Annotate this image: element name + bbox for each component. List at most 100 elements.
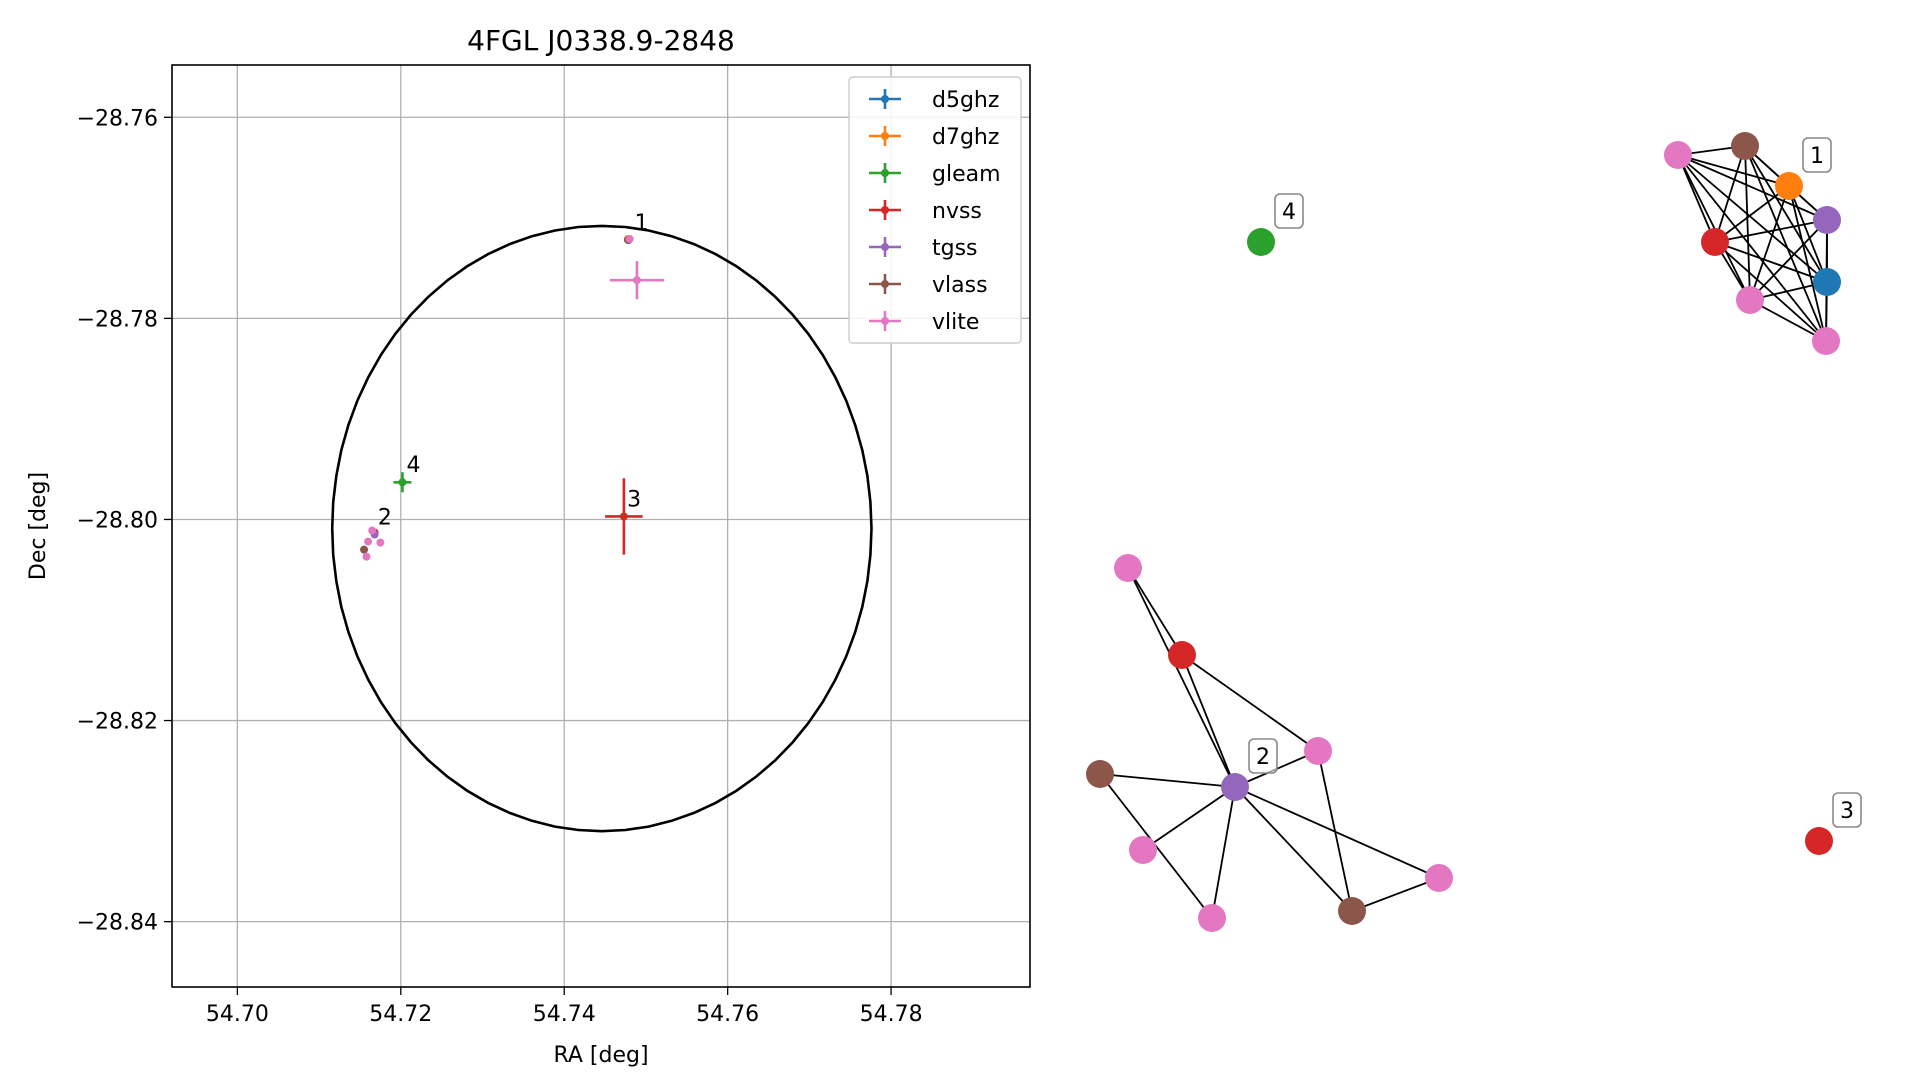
network-node-vlite <box>1736 286 1764 314</box>
network-edge <box>1127 567 1236 788</box>
data-marker <box>364 537 373 546</box>
position-ellipse-layer <box>330 224 873 833</box>
network-edge <box>1749 299 1827 342</box>
legend-swatch-marker <box>881 317 889 325</box>
network-node-vlite <box>1304 737 1332 765</box>
network-node-nvss <box>1168 641 1196 669</box>
label-text: 4 <box>1282 200 1296 225</box>
network-edge <box>1211 786 1236 919</box>
data-point-vlite <box>364 537 373 546</box>
plot-frame <box>171 64 1031 988</box>
label-box <box>1802 137 1832 173</box>
y-tick-label: −28.78 <box>77 307 158 332</box>
network-edge <box>1714 241 1828 283</box>
network-edge <box>1181 654 1236 788</box>
x-axis-label: RA [deg] <box>553 1043 648 1068</box>
network-edge <box>1749 185 1790 301</box>
chart-title: 4FGL J0338.9-2848 <box>467 24 735 57</box>
network-edge <box>1749 219 1828 301</box>
network-nodes <box>1086 132 1841 932</box>
label-box <box>1832 792 1862 828</box>
network-group-label: 2 <box>1248 738 1278 774</box>
x-axis-ticks: 54.70 54.72 54.74 54.76 54.78 <box>206 987 923 1027</box>
network-node-vlass <box>1338 897 1366 925</box>
network-labels: 1 4 2 3 <box>1248 137 1862 828</box>
network-edge <box>1234 786 1440 879</box>
label-text: 1 <box>1810 144 1824 169</box>
network-edge <box>1127 567 1183 656</box>
legend-entry-gleam: gleam <box>869 162 1001 187</box>
data-point-vlite <box>362 552 371 561</box>
y-tick-label: −28.76 <box>77 106 158 131</box>
data-marker <box>632 276 641 285</box>
data-marker <box>362 552 371 561</box>
y-axis-label: Dec [deg] <box>26 472 51 580</box>
network-edge <box>1677 154 1790 187</box>
network-node-vlass <box>1086 760 1114 788</box>
network-edge <box>1677 154 1827 342</box>
network-node-vlite <box>1129 836 1157 864</box>
y-axis-ticks: −28.76 −28.78 −28.80 −28.82 −28.84 <box>77 106 172 936</box>
network-edge <box>1181 654 1319 752</box>
data-point-vlite <box>625 234 634 243</box>
data-point-vlass <box>360 545 369 554</box>
data-marker <box>360 545 369 554</box>
network-node-nvss <box>1701 228 1729 256</box>
network-edge <box>1714 145 1746 243</box>
legend-swatch-marker <box>881 206 889 214</box>
network-node-tgss <box>1221 773 1249 801</box>
data-points-layer <box>360 234 664 561</box>
data-point-vlite <box>376 538 385 547</box>
label-box <box>1274 193 1304 229</box>
legend-swatch-marker <box>881 243 889 251</box>
legend-label: vlite <box>932 310 979 335</box>
legend-items: d5ghz d7ghz gleam nvss tgss vlass vlite <box>869 88 1001 335</box>
point-annotation: 1 <box>635 211 649 236</box>
legend-label: d5ghz <box>932 88 999 113</box>
data-marker <box>368 526 377 535</box>
label-text: 2 <box>1256 745 1270 770</box>
network-node-vlite <box>1812 327 1840 355</box>
legend-entry-vlite: vlite <box>869 310 979 335</box>
data-point-vlite <box>368 526 377 535</box>
y-tick-label: −28.80 <box>77 508 158 533</box>
network-group-label: 4 <box>1274 193 1304 229</box>
annotation-layer: 1 2 3 4 <box>378 211 649 531</box>
legend-swatch-marker <box>881 169 889 177</box>
legend-label: tgss <box>932 236 978 261</box>
legend: d5ghz d7ghz gleam nvss tgss vlass vlite <box>848 76 1022 344</box>
network-node-vlite <box>1664 141 1692 169</box>
legend-entry-nvss: nvss <box>869 199 982 224</box>
network-edge <box>1677 154 1716 243</box>
network-node-gleam <box>1247 228 1275 256</box>
x-tick-label: 54.78 <box>860 1002 923 1027</box>
network-node-vlass <box>1731 132 1759 160</box>
network-edge <box>1714 185 1790 243</box>
network-group-label: 1 <box>1802 137 1832 173</box>
legend-entry-d7ghz: d7ghz <box>869 125 999 150</box>
network-group-label: 3 <box>1832 792 1862 828</box>
y-tick-label: −28.84 <box>77 911 158 936</box>
network-node-tgss <box>1813 206 1841 234</box>
legend-swatch-marker <box>881 95 889 103</box>
point-annotation: 2 <box>378 505 392 530</box>
network-edge <box>1788 185 1827 342</box>
data-marker <box>376 538 385 547</box>
network-edge <box>1714 241 1827 342</box>
network-node-vlite <box>1114 554 1142 582</box>
data-point-nvss <box>605 478 643 555</box>
network-edges <box>1099 145 1828 919</box>
network-edge <box>1234 786 1353 912</box>
x-tick-label: 54.76 <box>696 1002 759 1027</box>
network-edge <box>1744 145 1751 301</box>
legend-label: vlass <box>932 273 988 298</box>
label-box <box>1248 738 1278 774</box>
network-panel: 1 4 2 3 <box>1086 132 1862 932</box>
network-edge <box>1788 185 1828 283</box>
legend-swatch-marker <box>881 280 889 288</box>
data-marker <box>398 478 407 487</box>
point-annotation: 3 <box>627 487 641 512</box>
